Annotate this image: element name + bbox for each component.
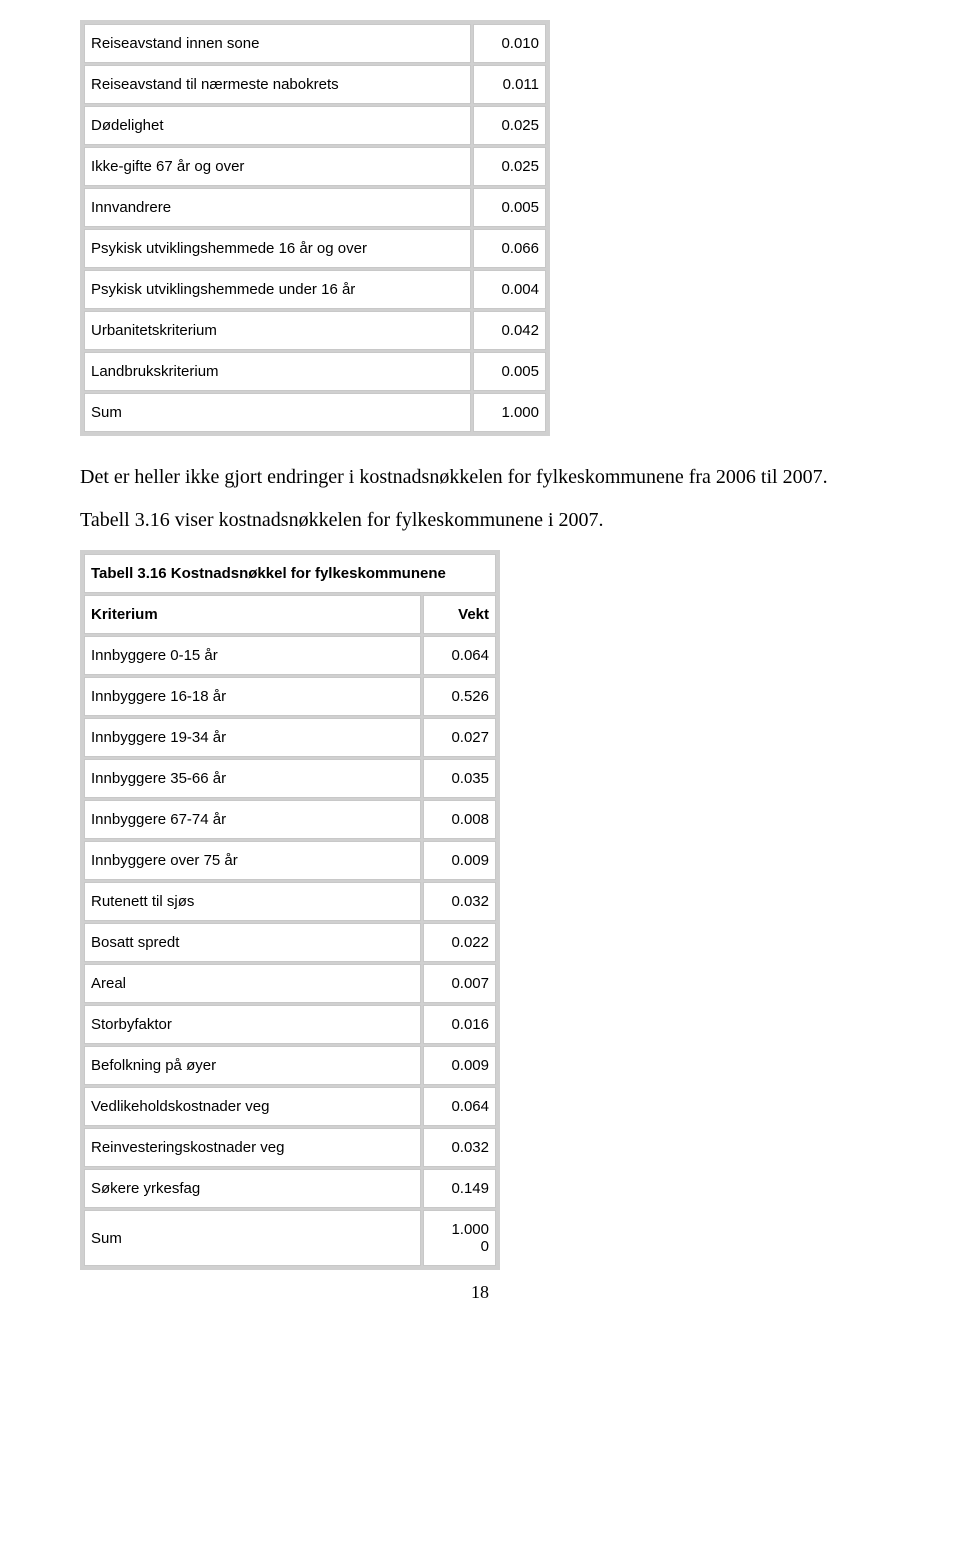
table-row: Ikke-gifte 67 år og over0.025 — [84, 147, 546, 186]
table-cell-value: 0.066 — [473, 229, 546, 268]
table-cell-value: 0.022 — [423, 923, 496, 962]
table-row: Psykisk utviklingshemmede under 16 år0.0… — [84, 270, 546, 309]
table-cell-value: 0.035 — [423, 759, 496, 798]
page-body: Reiseavstand innen sone0.010Reiseavstand… — [0, 0, 960, 1323]
table-cell-label: Psykisk utviklingshemmede 16 år og over — [84, 229, 471, 268]
table-cell-value: 0.004 — [473, 270, 546, 309]
table-2-title: Tabell 3.16 Kostnadsnøkkel for fylkeskom… — [84, 554, 496, 593]
table-row: Søkere yrkesfag0.149 — [84, 1169, 496, 1208]
table-cell-label: Innbyggere 16-18 år — [84, 677, 421, 716]
table-row: Urbanitetskriterium0.042 — [84, 311, 546, 350]
table-1: Reiseavstand innen sone0.010Reiseavstand… — [80, 20, 550, 436]
table-2-col-label: Kriterium — [84, 595, 421, 634]
table-row: Sum1.000 — [84, 393, 546, 432]
table-cell-value: 0.008 — [423, 800, 496, 839]
table-row: Befolkning på øyer0.009 — [84, 1046, 496, 1085]
table-cell-label: Urbanitetskriterium — [84, 311, 471, 350]
table-cell-label: Dødelighet — [84, 106, 471, 145]
table-cell-value: 0.025 — [473, 106, 546, 145]
table-cell-value: 0.009 — [423, 841, 496, 880]
table-row: Reiseavstand til nærmeste nabokrets0.011 — [84, 65, 546, 104]
table-cell-value: 0.016 — [423, 1005, 496, 1044]
table-sum-label: Sum — [84, 1210, 421, 1266]
table-cell-label: Rutenett til sjøs — [84, 882, 421, 921]
table-2-body: Tabell 3.16 Kostnadsnøkkel for fylkeskom… — [84, 554, 496, 1266]
table-cell-label: Innbyggere 67-74 år — [84, 800, 421, 839]
table-row: Bosatt spredt0.022 — [84, 923, 496, 962]
table-2-title-row: Tabell 3.16 Kostnadsnøkkel for fylkeskom… — [84, 554, 496, 593]
table-cell-value: 0.064 — [423, 636, 496, 675]
table-row: Innbyggere 19-34 år0.027 — [84, 718, 496, 757]
table-row: Innbyggere over 75 år0.009 — [84, 841, 496, 880]
table-cell-label: Innvandrere — [84, 188, 471, 227]
table-row: Innbyggere 35-66 år0.035 — [84, 759, 496, 798]
table-row: Psykisk utviklingshemmede 16 år og over0… — [84, 229, 546, 268]
table-cell-value: 0.032 — [423, 882, 496, 921]
table-cell-value: 0.009 — [423, 1046, 496, 1085]
table-1-body: Reiseavstand innen sone0.010Reiseavstand… — [84, 24, 546, 432]
table-sum-value: 1.0000 — [423, 1210, 496, 1266]
table-cell-label: Storbyfaktor — [84, 1005, 421, 1044]
table-cell-value: 0.042 — [473, 311, 546, 350]
table-row: Reinvesteringskostnader veg0.032 — [84, 1128, 496, 1167]
table-cell-value: 0.064 — [423, 1087, 496, 1126]
table-cell-label: Bosatt spredt — [84, 923, 421, 962]
table-row: Innbyggere 16-18 år0.526 — [84, 677, 496, 716]
table-cell-label: Ikke-gifte 67 år og over — [84, 147, 471, 186]
table-cell-value: 0.011 — [473, 65, 546, 104]
table-2-col-value: Vekt — [423, 595, 496, 634]
table-row: Vedlikeholdskostnader veg0.064 — [84, 1087, 496, 1126]
table-row: Landbrukskriterium0.005 — [84, 352, 546, 391]
table-cell-label: Reinvesteringskostnader veg — [84, 1128, 421, 1167]
table-row: Innbyggere 67-74 år0.008 — [84, 800, 496, 839]
table-2: Tabell 3.16 Kostnadsnøkkel for fylkeskom… — [80, 550, 500, 1270]
table-row: Reiseavstand innen sone0.010 — [84, 24, 546, 63]
table-cell-label: Innbyggere over 75 år — [84, 841, 421, 880]
table-sum-row: Sum1.0000 — [84, 1210, 496, 1266]
table-cell-value: 0.025 — [473, 147, 546, 186]
table-cell-value: 0.032 — [423, 1128, 496, 1167]
table-row: Storbyfaktor0.016 — [84, 1005, 496, 1044]
table-cell-label: Innbyggere 19-34 år — [84, 718, 421, 757]
table-cell-value: 0.005 — [473, 188, 546, 227]
table-cell-label: Søkere yrkesfag — [84, 1169, 421, 1208]
table-cell-label: Reiseavstand innen sone — [84, 24, 471, 63]
table-cell-label: Psykisk utviklingshemmede under 16 år — [84, 270, 471, 309]
table-row: Dødelighet0.025 — [84, 106, 546, 145]
table-cell-value: 1.000 — [473, 393, 546, 432]
table-2-header-row: Kriterium Vekt — [84, 595, 496, 634]
table-cell-value: 0.007 — [423, 964, 496, 1003]
table-caption: Tabell 3.16 viser kostnadsnøkkelen for f… — [80, 509, 880, 532]
table-cell-value: 0.010 — [473, 24, 546, 63]
table-cell-value: 0.027 — [423, 718, 496, 757]
body-paragraph: Det er heller ikke gjort endringer i kos… — [80, 464, 880, 491]
table-row: Innbyggere 0-15 år0.064 — [84, 636, 496, 675]
table-cell-value: 0.005 — [473, 352, 546, 391]
table-cell-label: Landbrukskriterium — [84, 352, 471, 391]
table-cell-label: Areal — [84, 964, 421, 1003]
page-number: 18 — [80, 1282, 880, 1303]
table-row: Areal0.007 — [84, 964, 496, 1003]
table-cell-value: 0.526 — [423, 677, 496, 716]
table-cell-label: Reiseavstand til nærmeste nabokrets — [84, 65, 471, 104]
table-cell-label: Innbyggere 0-15 år — [84, 636, 421, 675]
table-cell-label: Befolkning på øyer — [84, 1046, 421, 1085]
table-row: Innvandrere0.005 — [84, 188, 546, 227]
table-cell-label: Vedlikeholdskostnader veg — [84, 1087, 421, 1126]
table-cell-label: Sum — [84, 393, 471, 432]
table-cell-label: Innbyggere 35-66 år — [84, 759, 421, 798]
table-cell-value: 0.149 — [423, 1169, 496, 1208]
table-row: Rutenett til sjøs0.032 — [84, 882, 496, 921]
